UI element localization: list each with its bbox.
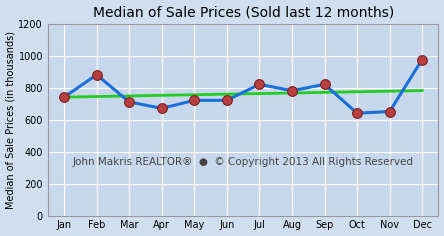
Text: John Makris REALTOR®  ●  © Copyright 2013 All Rights Reserved: John Makris REALTOR® ● © Copyright 2013 …	[73, 157, 414, 167]
Y-axis label: Median of Sale Prices (in thousands): Median of Sale Prices (in thousands)	[6, 30, 16, 209]
Title: Median of Sale Prices (Sold last 12 months): Median of Sale Prices (Sold last 12 mont…	[92, 6, 394, 20]
